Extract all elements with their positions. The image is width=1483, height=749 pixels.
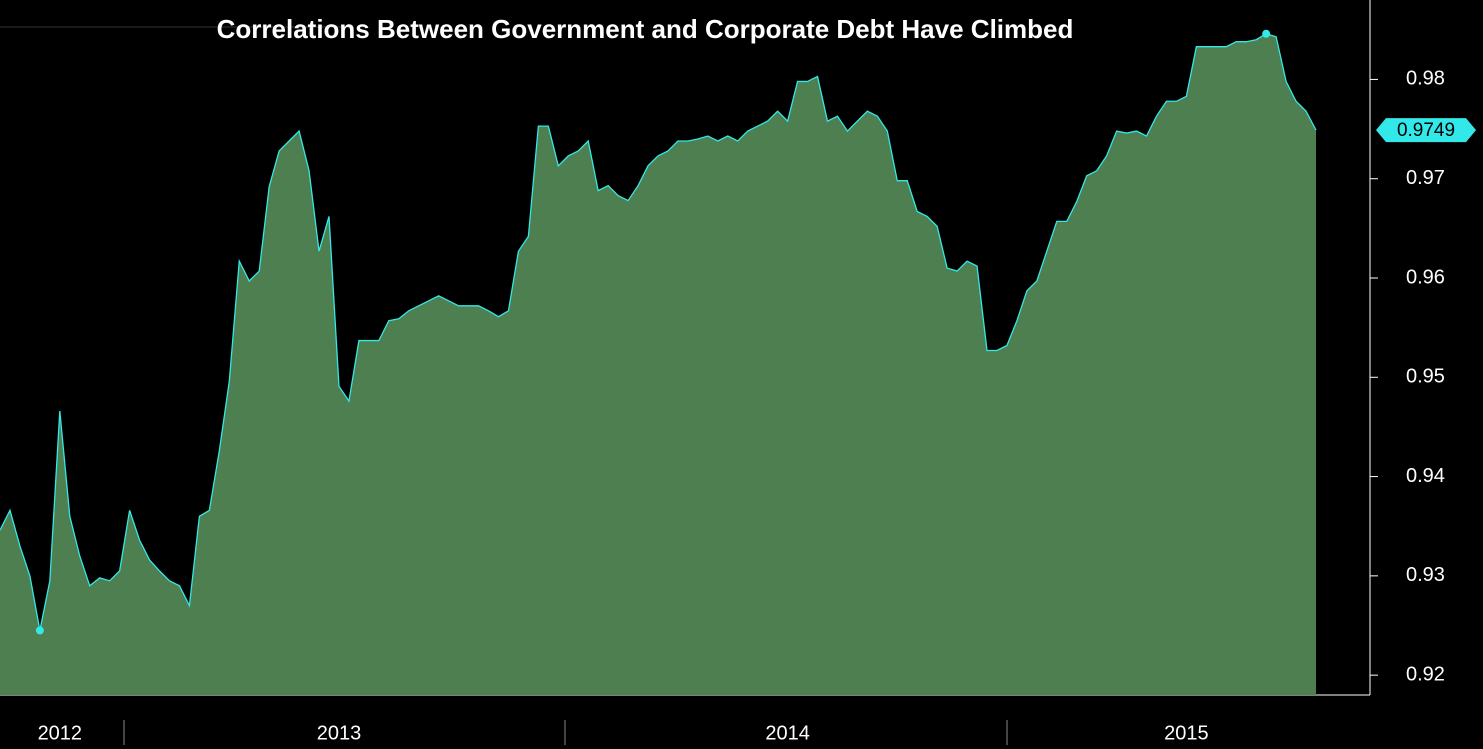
- area: [0, 33, 1316, 695]
- chart-title: Correlations Between Government and Corp…: [217, 14, 1074, 44]
- x-tick-label: 2012: [38, 722, 83, 744]
- line: [0, 33, 1317, 631]
- y-tick-label: 0.98: [1406, 68, 1445, 90]
- y-tick-label: 0.93: [1406, 564, 1445, 586]
- extreme-marker: [35, 626, 44, 635]
- current-value-label: 0.9749: [1397, 120, 1455, 141]
- y-tick-label: 0.96: [1406, 266, 1445, 288]
- extreme-marker: [1262, 29, 1271, 38]
- y-tick-label: 0.97: [1406, 167, 1445, 189]
- x-tick-label: 2013: [317, 722, 362, 744]
- y-tick-label: 0.95: [1406, 366, 1445, 388]
- y-tick-label: 0.94: [1406, 465, 1445, 487]
- x-tick-label: 2015: [1164, 722, 1209, 744]
- y-tick-label: 0.92: [1406, 663, 1445, 685]
- current-value-box: [1376, 118, 1476, 143]
- x-tick-label: 2014: [765, 722, 810, 744]
